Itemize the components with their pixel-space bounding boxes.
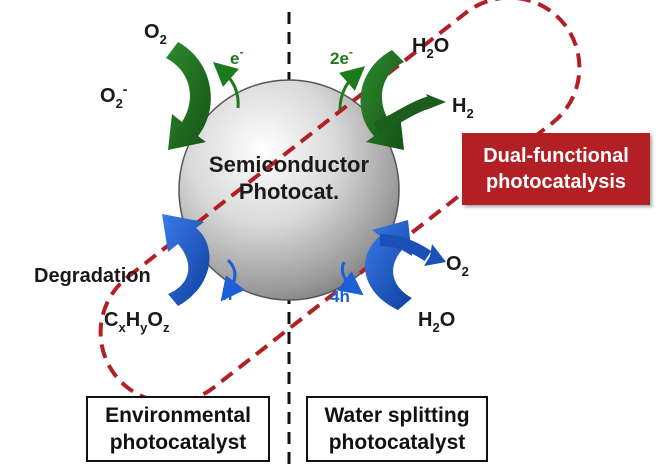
o2-arrow-body [379,234,432,262]
o2-minus-label: O2- [100,81,128,111]
hole-arrow-right [337,261,364,296]
hole-label: h+ [222,281,239,304]
electron-arrow-right [338,66,366,111]
water-splitting-line1: Water splitting [324,404,470,427]
cxhyoz-label: CxHyOz [104,309,170,335]
degradation-label: Degradation [34,265,151,287]
environmental-line1: Environmental [105,404,251,427]
electron-label: e- [230,45,243,68]
dual-functional-line1: Dual-functional [483,145,629,167]
hole-arrow-left [220,258,245,302]
green-arrow-left [166,42,211,150]
h2-label: H2 [452,95,474,121]
o2-right-label: O2 [446,253,469,279]
environmental-line2: photocatalyst [109,431,247,454]
two-electrons-label: 2e- [330,45,353,68]
o2-left-label: O2 [144,21,167,47]
electron-arrow-left [213,62,240,109]
h2o-top-label: H2O [412,35,449,61]
h2-arrow-body [373,96,432,134]
dual-functional-label: Dual-functional photocatalysis [462,133,650,205]
o2-arrowhead [424,244,446,266]
dual-functional-line2: photocatalysis [485,171,627,193]
environmental-photocatalyst-box: Environmental photocatalyst [86,396,270,462]
semiconductor-sphere [178,79,400,301]
h2o-bottom-label: H2O [418,309,455,335]
four-holes-label: 4h+ [330,283,357,306]
water-splitting-line2: photocatalyst [328,431,466,454]
sphere-label-line1: Semiconductor [209,152,370,177]
sphere-label-line2: Photocat. [239,179,339,204]
water-splitting-photocatalyst-box: Water splitting photocatalyst [306,396,488,462]
blue-arrow-left [162,214,210,306]
